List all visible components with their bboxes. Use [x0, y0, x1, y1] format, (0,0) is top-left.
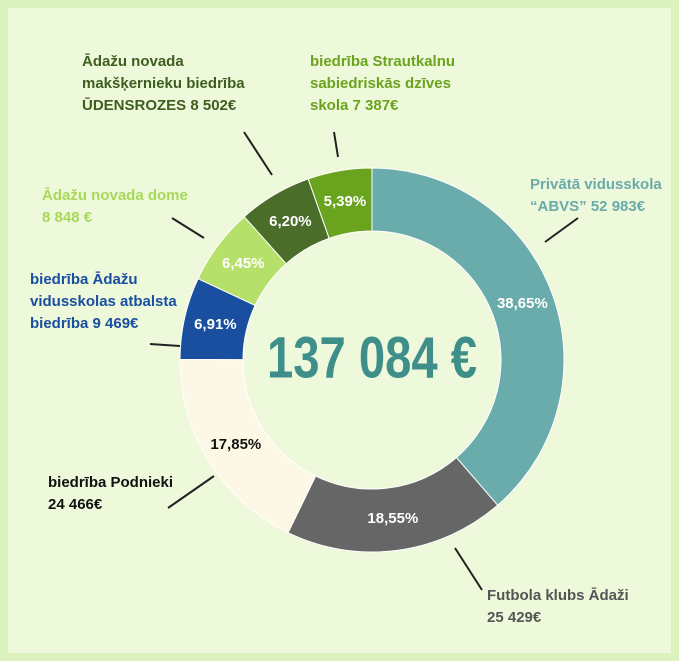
leader-line — [243, 131, 273, 176]
segment-percent: 17,85% — [210, 436, 261, 453]
segment-percent: 6,20% — [269, 213, 312, 230]
segment-percent: 18,55% — [367, 510, 418, 527]
segment-percent: 38,65% — [497, 295, 548, 312]
segment-label: biedrība Podnieki 24 466€ — [48, 474, 173, 513]
segment-label: Ādažu novada makšķernieku biedrība ŪDENSRO… — [82, 53, 245, 114]
donut-segment — [287, 456, 499, 553]
donut-segment — [307, 167, 373, 239]
leader-line — [333, 131, 339, 158]
leader-line — [544, 217, 579, 243]
segment-percent: 6,45% — [222, 255, 265, 272]
segment-label: Ādažu novada dome 8 848 € — [42, 187, 188, 226]
center-total: 137 084 € — [267, 325, 477, 390]
segment-label: biedrība Ādažu vidusskolas atbalsta biedrī… — [30, 271, 177, 332]
donut-segment — [371, 167, 565, 506]
segment-label: Privātā vidusskola “ABVS” 52 983€ — [530, 176, 662, 215]
leader-line — [167, 475, 215, 509]
segment-label: biedrība Strautkalnu sabiedriskās dzīves s… — [310, 53, 455, 114]
segment-percent: 5,39% — [324, 193, 367, 210]
leader-line — [171, 217, 205, 239]
segment-percent: 6,91% — [194, 316, 237, 333]
leader-line — [454, 547, 483, 591]
segment-label: Futbola klubs Ādaži 25 429€ — [487, 587, 629, 626]
leader-line — [149, 343, 181, 347]
